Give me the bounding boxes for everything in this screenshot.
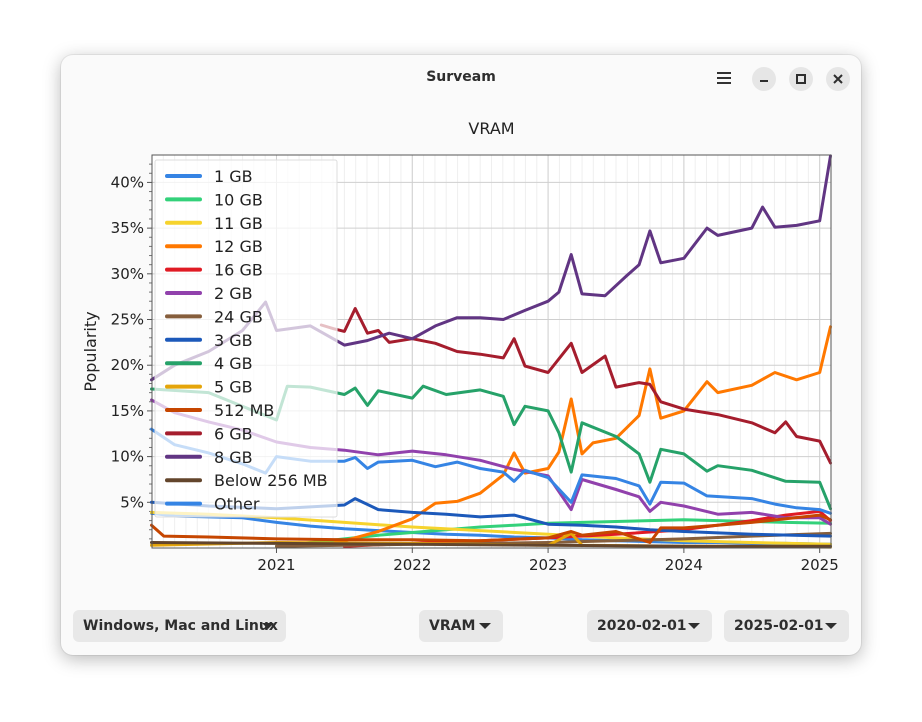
- chart-title: VRAM: [468, 119, 514, 138]
- legend-label: 4 GB: [214, 354, 253, 373]
- minimize-icon: [760, 80, 768, 82]
- minimize-button[interactable]: [752, 67, 776, 91]
- app-window: Surveam 2021 2022 2023 2024 2025 5% 10% 15% 20% 2…: [61, 55, 861, 655]
- chart-legend: 1 GB 10 GB 11 GB 12 GB 16 GB 2 GB 24 GB 3 GB 4 G…: [154, 159, 338, 518]
- y-tick-label: 40%: [111, 173, 144, 191]
- legend-label: 16 GB: [214, 261, 263, 280]
- title-bar: Surveam: [61, 55, 861, 101]
- platform-dropdown[interactable]: Windows, Mac and Linux: [73, 610, 286, 642]
- close-icon: [833, 74, 843, 84]
- legend-label: 2 GB: [214, 284, 253, 303]
- end-date-dropdown[interactable]: 2025-02-01: [724, 610, 849, 642]
- y-tick-label: 20%: [111, 356, 144, 374]
- series-line-below-256-mb: [150, 541, 832, 548]
- x-tick-label: 2022: [393, 556, 431, 574]
- end-date-label: 2025-02-01: [734, 618, 824, 634]
- legend-label: 6 GB: [214, 424, 253, 443]
- legend-label: 24 GB: [214, 307, 263, 326]
- legend-label: 8 GB: [214, 448, 253, 467]
- legend-label: Below 256 MB: [214, 471, 328, 490]
- start-date-label: 2020-02-01: [597, 618, 687, 634]
- x-tick-label: 2023: [529, 556, 567, 574]
- start-date-dropdown[interactable]: 2020-02-01: [587, 610, 712, 642]
- y-tick-label: 30%: [111, 265, 144, 283]
- series-line-512-mb: [150, 513, 832, 544]
- x-tick-label: 2021: [257, 556, 295, 574]
- maximize-button[interactable]: [789, 67, 813, 91]
- legend-label: 512 MB: [214, 401, 274, 420]
- legend-label: 1 GB: [214, 167, 253, 186]
- chevron-down-icon: [688, 623, 700, 629]
- legend-box: [154, 159, 338, 518]
- series-line-12-gb: [319, 325, 832, 547]
- legend-label: 3 GB: [214, 331, 253, 350]
- series-line-4-gb: [150, 384, 832, 511]
- legend-label: 11 GB: [214, 214, 263, 233]
- y-tick-label: 35%: [111, 219, 144, 237]
- legend-label: Other: [214, 495, 260, 514]
- vram-line-chart: 2021 2022 2023 2024 2025 5% 10% 15% 20% 25% 30% 35%…: [81, 119, 839, 574]
- close-button[interactable]: [826, 67, 850, 91]
- y-tick-label: 15%: [111, 402, 144, 420]
- y-axis-label: Popularity: [81, 311, 100, 391]
- hamburger-menu-icon[interactable]: [712, 66, 736, 90]
- x-tick-label: 2024: [665, 556, 703, 574]
- chevron-down-icon: [825, 623, 837, 629]
- metric-dropdown-label: VRAM: [429, 618, 476, 634]
- plot-frame: [151, 154, 832, 549]
- y-tick-label: 5%: [120, 493, 144, 511]
- legend-label: 10 GB: [214, 190, 263, 209]
- y-tick-label: 25%: [111, 311, 144, 329]
- x-tick-label: 2025: [801, 556, 839, 574]
- series-line-6-gb: [319, 307, 832, 465]
- y-tick-label: 10%: [111, 448, 144, 466]
- chevron-down-icon: [262, 623, 274, 629]
- metric-dropdown[interactable]: VRAM: [419, 610, 503, 642]
- legend-label: 5 GB: [214, 378, 253, 397]
- chevron-down-icon: [479, 623, 491, 629]
- window-title: Surveam: [426, 69, 496, 85]
- maximize-icon: [796, 74, 806, 84]
- platform-dropdown-label: Windows, Mac and Linux: [83, 618, 278, 634]
- legend-label: 12 GB: [214, 237, 263, 256]
